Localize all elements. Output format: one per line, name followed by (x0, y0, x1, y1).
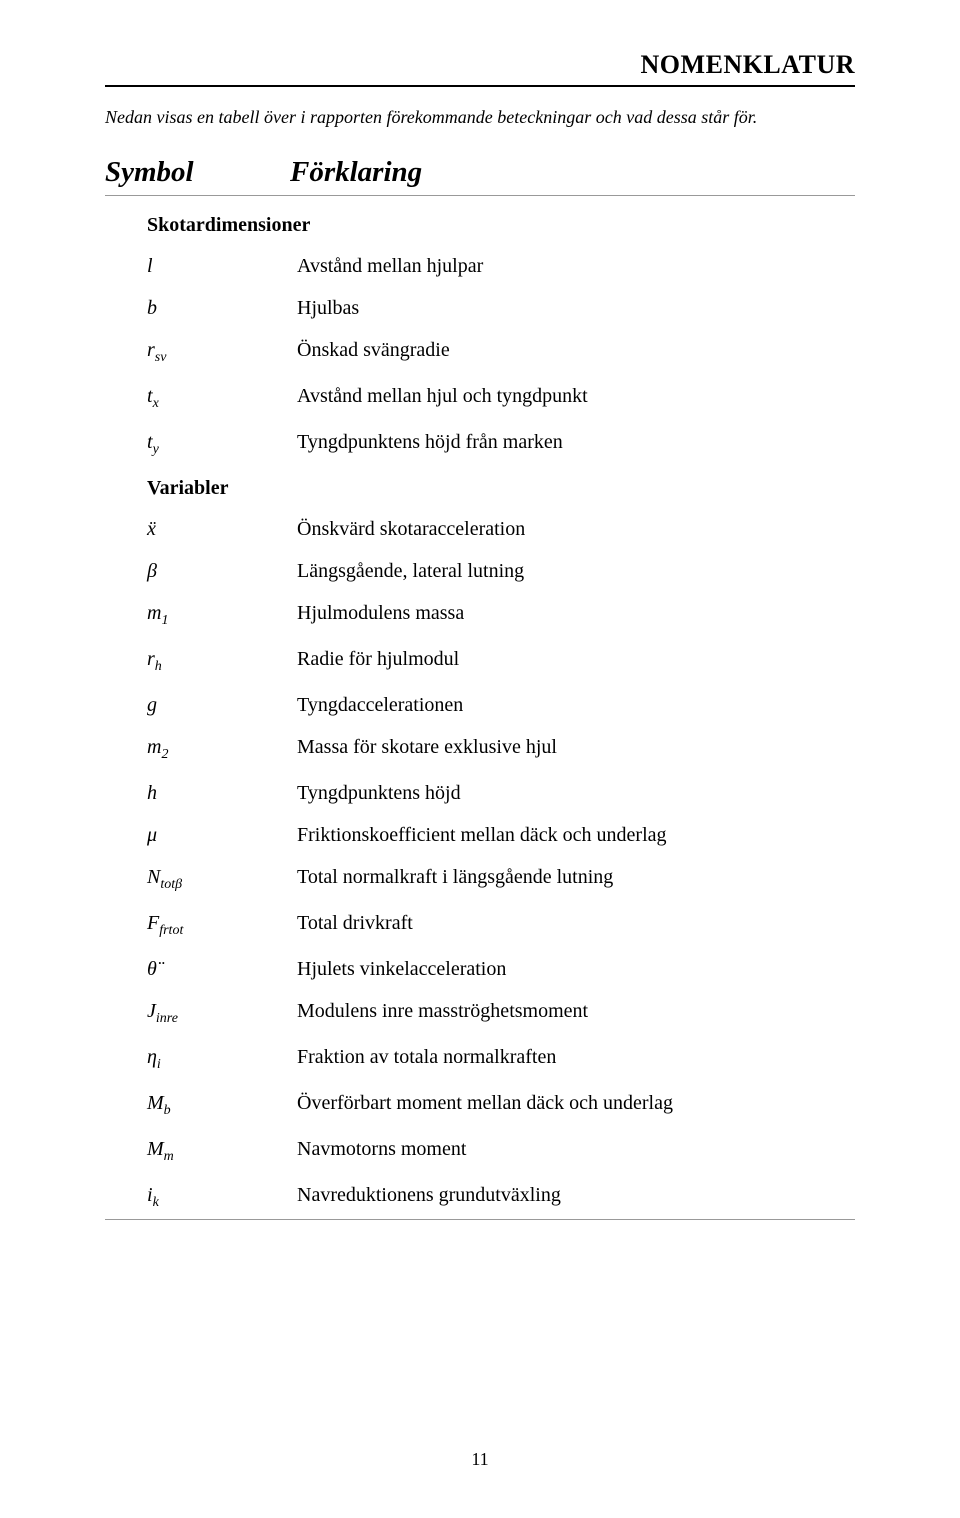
ntot-sub: totβ (160, 877, 182, 892)
table-row: m2 Massa för skotare exklusive hjul (105, 736, 855, 763)
jinre-sub: inre (156, 1011, 178, 1026)
page-title: NOMENKLATUR (105, 50, 855, 87)
desc-rsv: Önskad svängradie (297, 339, 450, 362)
mm-base: M (147, 1138, 164, 1160)
page: NOMENKLATUR Nedan visas en tabell över i… (0, 0, 960, 1220)
desc-ntot: Total normalkraft i längsgående lutning (297, 866, 613, 889)
desc-mu: Friktionskoefficient mellan däck och und… (297, 824, 667, 847)
symbol-h: h (147, 782, 297, 805)
table-row: ik Navreduktionens grundutväxling (105, 1184, 855, 1220)
rh-base: r (147, 648, 155, 670)
table-header-row: Symbol Förklaring (105, 156, 855, 196)
table-row: l Avstånd mellan hjulpar (105, 255, 855, 278)
desc-h: Tyngdpunktens höjd (297, 782, 461, 805)
symbol-rsv: rsv (147, 339, 297, 366)
symbol-etai: ηi (147, 1046, 297, 1073)
ik-sub: k (153, 1195, 159, 1210)
desc-b: Hjulbas (297, 297, 359, 320)
desc-xdd: Önskvärd skotaracceleration (297, 518, 525, 541)
table-row: rsv Önskad svängradie (105, 339, 855, 366)
table-row: θ̈ Hjulets vinkelacceleration (105, 958, 855, 981)
desc-g: Tyngdaccelerationen (297, 694, 463, 717)
desc-tx: Avstånd mellan hjul och tyngdpunkt (297, 385, 588, 408)
page-number: 11 (0, 1449, 960, 1470)
rsv-sub: sv (155, 350, 167, 365)
symbol-mm: Mm (147, 1138, 297, 1165)
desc-mm: Navmotorns moment (297, 1138, 466, 1161)
table-row: g Tyngdaccelerationen (105, 694, 855, 717)
symbol-m1: m1 (147, 602, 297, 629)
table-row: h Tyngdpunktens höjd (105, 782, 855, 805)
symbol-l: l (147, 255, 297, 278)
section-variabler: Variabler (147, 477, 855, 500)
symbol-tx: tx (147, 385, 297, 412)
mb-base: M (147, 1092, 164, 1114)
etai-base: η (147, 1046, 157, 1068)
desc-beta: Längsgående, lateral lutning (297, 560, 524, 583)
m2-base: m (147, 736, 161, 758)
symbol-b: b (147, 297, 297, 320)
ntot-base: N (147, 866, 160, 888)
ty-sub: y (153, 442, 159, 457)
ffrtot-base: F (147, 912, 159, 934)
table-row: ẍ Önskvärd skotaracceleration (105, 518, 855, 541)
table-row: Mm Navmotorns moment (105, 1138, 855, 1165)
rh-sub: h (155, 659, 162, 674)
symbol-thdd: θ̈ (147, 958, 297, 981)
m1-sub: 1 (161, 613, 168, 628)
table-row: Jinre Modulens inre masströghetsmoment (105, 1000, 855, 1027)
desc-l: Avstånd mellan hjulpar (297, 255, 483, 278)
desc-jinre: Modulens inre masströghetsmoment (297, 1000, 588, 1023)
symbol-mu: μ (147, 824, 297, 847)
m1-base: m (147, 602, 161, 624)
m2-sub: 2 (161, 747, 168, 762)
symbol-beta: β (147, 560, 297, 583)
section-skotardimensioner: Skotardimensioner (147, 214, 855, 237)
desc-m1: Hjulmodulens massa (297, 602, 464, 625)
table-row: b Hjulbas (105, 297, 855, 320)
table-row: ty Tyngdpunktens höjd från marken (105, 431, 855, 458)
table-row: μ Friktionskoefficient mellan däck och u… (105, 824, 855, 847)
symbol-ntot: Ntotβ (147, 866, 297, 893)
intro-text: Nedan visas en tabell över i rapporten f… (105, 107, 855, 128)
symbol-xdd: ẍ (147, 518, 297, 541)
symbol-g: g (147, 694, 297, 717)
symbol-rh: rh (147, 648, 297, 675)
desc-thdd: Hjulets vinkelacceleration (297, 958, 506, 981)
desc-mb: Överförbart moment mellan däck och under… (297, 1092, 673, 1115)
table-row: ηi Fraktion av totala normalkraften (105, 1046, 855, 1073)
desc-rh: Radie för hjulmodul (297, 648, 459, 671)
table-row: tx Avstånd mellan hjul och tyngdpunkt (105, 385, 855, 412)
symbol-m2: m2 (147, 736, 297, 763)
desc-etai: Fraktion av totala normalkraften (297, 1046, 556, 1069)
mb-sub: b (164, 1103, 171, 1118)
mm-sub: m (164, 1149, 174, 1164)
symbol-ty: ty (147, 431, 297, 458)
table-row: Ffrtot Total drivkraft (105, 912, 855, 939)
symbol-ffrtot: Ffrtot (147, 912, 297, 939)
header-symbol: Symbol (105, 156, 290, 189)
tx-sub: x (153, 396, 159, 411)
symbol-ik: ik (147, 1184, 297, 1211)
table-row: Ntotβ Total normalkraft i längsgående lu… (105, 866, 855, 893)
rsv-base: r (147, 339, 155, 361)
symbol-mb: Mb (147, 1092, 297, 1119)
ffrtot-sub: frtot (159, 923, 183, 938)
desc-ik: Navreduktionens grundutväxling (297, 1184, 561, 1207)
table-row: rh Radie för hjulmodul (105, 648, 855, 675)
jinre-base: J (147, 1000, 156, 1022)
table-row: β Längsgående, lateral lutning (105, 560, 855, 583)
table-row: m1 Hjulmodulens massa (105, 602, 855, 629)
header-forklaring: Förklaring (290, 156, 422, 189)
desc-m2: Massa för skotare exklusive hjul (297, 736, 557, 759)
symbol-jinre: Jinre (147, 1000, 297, 1027)
table-row: Mb Överförbart moment mellan däck och un… (105, 1092, 855, 1119)
etai-sub: i (157, 1057, 161, 1072)
desc-ty: Tyngdpunktens höjd från marken (297, 431, 563, 454)
desc-ffrtot: Total drivkraft (297, 912, 413, 935)
